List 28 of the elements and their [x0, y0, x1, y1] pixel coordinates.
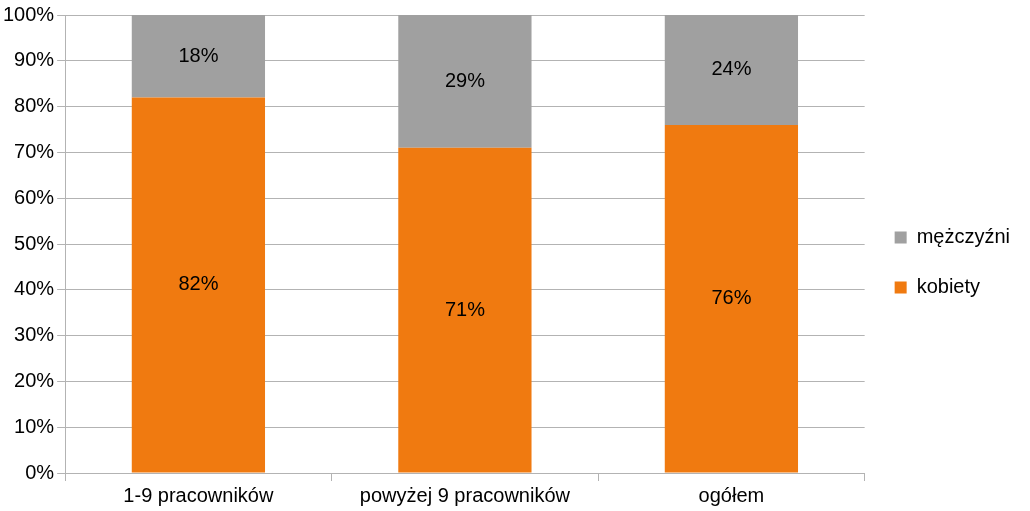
- bar: [131, 97, 266, 473]
- y-tick-label: 80%: [14, 94, 55, 117]
- y-tick-label: 40%: [14, 277, 55, 300]
- y-tick-label: 30%: [14, 323, 55, 346]
- y-tick-label: 0%: [25, 460, 55, 483]
- legend-label: kobiety: [916, 275, 981, 298]
- y-tick-label: 10%: [14, 414, 55, 437]
- data-label: 71%: [444, 297, 486, 320]
- data-label: 18%: [178, 43, 219, 66]
- x-tick-label: ogółem: [698, 483, 765, 506]
- data-label: 82%: [178, 272, 219, 295]
- y-tick-label: 20%: [14, 368, 55, 391]
- data-label: 24%: [711, 57, 752, 80]
- y-tick-label: 100%: [3, 2, 55, 25]
- data-label: 76%: [711, 286, 752, 309]
- x-tick-label: powyżej 9 pracowników: [359, 483, 571, 506]
- bar: [664, 15, 799, 125]
- bar: [398, 15, 532, 148]
- y-tick-label: 50%: [14, 231, 55, 254]
- y-tick-label: 60%: [14, 185, 55, 208]
- data-label: 29%: [444, 68, 486, 91]
- bar: [664, 124, 799, 473]
- legend-label: mężczyźni: [916, 225, 1011, 248]
- y-tick-label: 70%: [14, 139, 55, 162]
- y-tick-label: 90%: [14, 48, 55, 71]
- x-tick-label: 1-9 pracowników: [123, 483, 274, 506]
- bar: [398, 147, 532, 473]
- bar: [131, 15, 266, 98]
